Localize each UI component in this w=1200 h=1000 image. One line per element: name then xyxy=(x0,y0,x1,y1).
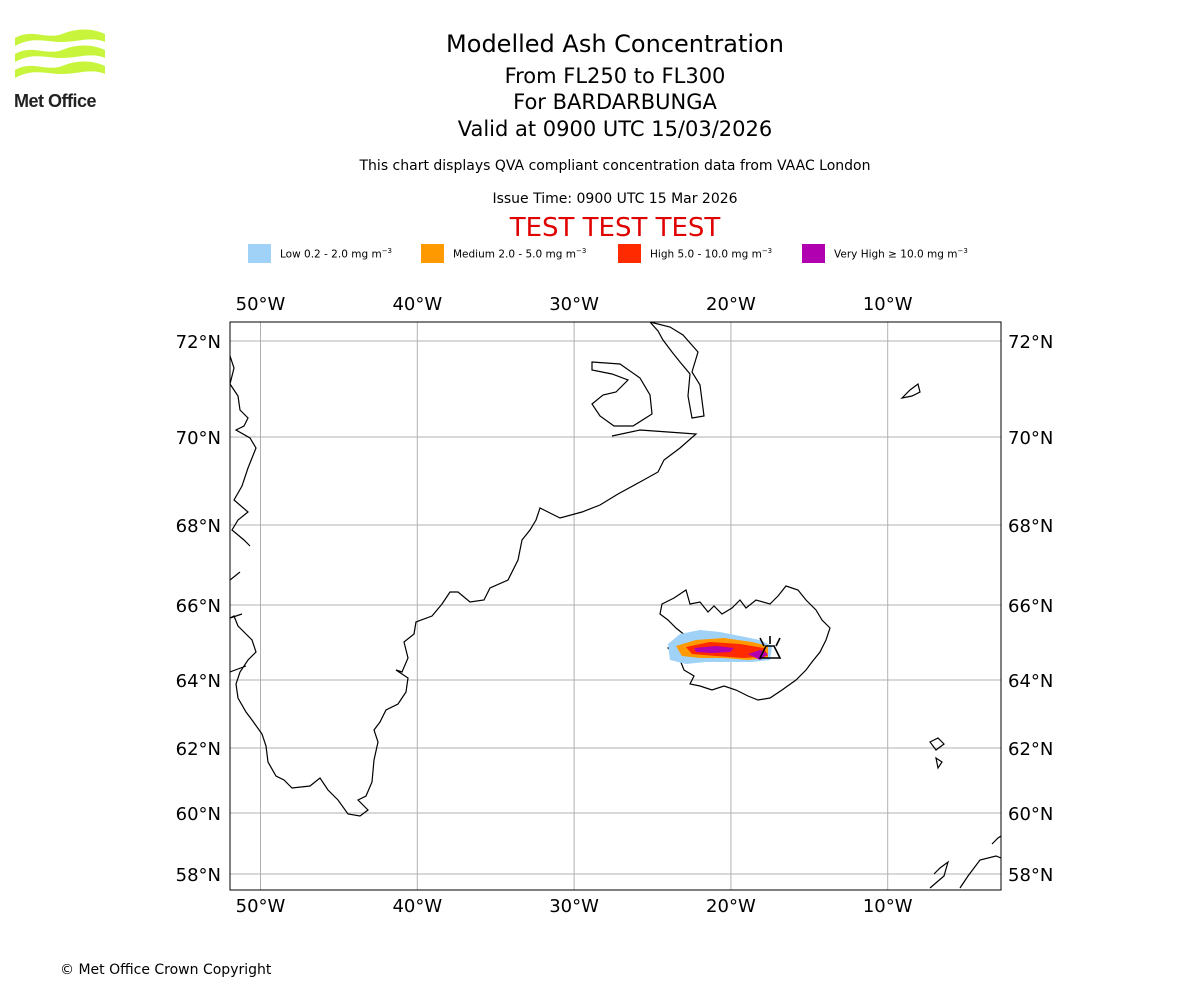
lat-tick-label: 66°N xyxy=(1008,596,1053,617)
legend-label-very-high: Very High ≥ 10.0 mg m xyxy=(834,248,958,261)
plume-very-high xyxy=(694,646,768,660)
met-office-logo xyxy=(15,29,105,78)
test-banner: TEST TEST TEST xyxy=(509,213,721,243)
legend-swatch-medium xyxy=(421,244,444,263)
legend-swatch-very-high xyxy=(802,244,825,263)
logo-text: Met Office xyxy=(14,91,97,111)
lat-tick-label: 68°N xyxy=(1008,516,1053,537)
lon-tick-label: 20°W xyxy=(706,294,756,315)
flight-level: From FL250 to FL300 xyxy=(504,64,726,88)
lon-tick-label: 50°W xyxy=(236,896,286,917)
faroe-islands xyxy=(929,737,945,770)
chart-title: Modelled Ash Concentration xyxy=(446,30,784,58)
lat-tick-label: 70°N xyxy=(1008,428,1053,449)
qva-note: This chart displays QVA compliant concen… xyxy=(359,158,871,174)
copyright: © Met Office Crown Copyright xyxy=(60,962,272,978)
lat-tick-label: 58°N xyxy=(176,865,221,886)
lat-tick-label: 68°N xyxy=(176,516,221,537)
lon-tick-label: 30°W xyxy=(549,896,599,917)
ash-plume xyxy=(668,630,772,664)
lat-tick-label: 62°N xyxy=(176,739,221,760)
map-frame xyxy=(229,321,1002,891)
lat-tick-label: 60°N xyxy=(176,804,221,825)
lon-tick-label: 40°W xyxy=(392,294,442,315)
lat-tick-label: 72°N xyxy=(1008,332,1053,353)
lat-tick-label: 72°N xyxy=(176,332,221,353)
lon-tick-label: 20°W xyxy=(706,896,756,917)
legend-swatch-high xyxy=(618,244,641,263)
lat-tick-label: 60°N xyxy=(1008,804,1053,825)
legend-label-medium: Medium 2.0 - 5.0 mg m xyxy=(453,248,576,261)
valid-time: Valid at 0900 UTC 15/03/2026 xyxy=(457,117,773,141)
lon-tick-label: 50°W xyxy=(236,294,286,315)
legend-label-low: Low 0.2 - 2.0 mg m xyxy=(280,248,382,261)
volcano-name: For BARDARBUNGA xyxy=(513,90,717,114)
issue-time: Issue Time: 0900 UTC 15 Mar 2026 xyxy=(492,191,738,207)
lat-tick-label: 70°N xyxy=(176,428,221,449)
lat-tick-label: 64°N xyxy=(1008,671,1053,692)
lon-tick-label: 40°W xyxy=(392,896,442,917)
map-gridlines xyxy=(230,322,1001,890)
lat-tick-label: 62°N xyxy=(1008,739,1053,760)
lon-tick-label: 10°W xyxy=(863,294,913,315)
lat-tick-label: 58°N xyxy=(1008,865,1053,886)
lon-tick-label: 30°W xyxy=(549,294,599,315)
greenland-coast xyxy=(649,322,705,419)
lat-tick-label: 64°N xyxy=(176,671,221,692)
legend-swatch-low xyxy=(248,244,271,263)
legend-label-high: High 5.0 - 10.0 mg m xyxy=(650,248,762,261)
volcano-icon xyxy=(758,636,782,659)
jan-mayen xyxy=(900,382,921,399)
lat-tick-label: 66°N xyxy=(176,596,221,617)
lon-tick-label: 10°W xyxy=(863,896,913,917)
